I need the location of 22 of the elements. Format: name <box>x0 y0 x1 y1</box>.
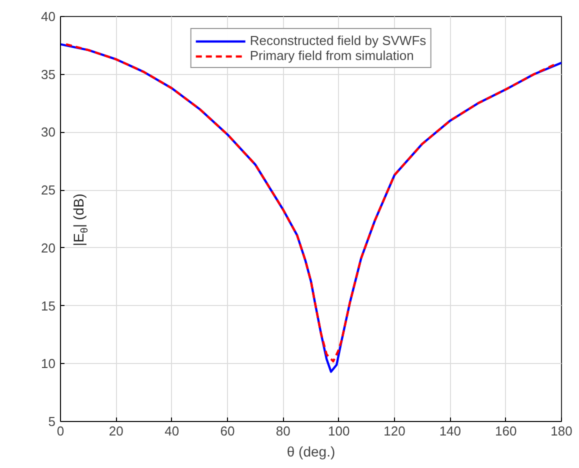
y-tick-label: 15 <box>41 298 56 314</box>
x-tick-label: 0 <box>56 424 64 438</box>
x-axis-title: θ (deg.) <box>286 444 336 460</box>
y-tick-label: 20 <box>41 240 56 256</box>
legend-label: Primary field from simulation <box>250 48 414 63</box>
x-tick-label: 120 <box>384 424 406 438</box>
x-tick-label: 20 <box>108 424 124 438</box>
x-tick-label: 140 <box>439 424 462 438</box>
y-tick-label: 10 <box>41 356 56 372</box>
x-tick-label: 160 <box>494 424 517 438</box>
x-tick-label: 180 <box>550 424 572 438</box>
legend-label: Reconstructed field by SVWFs <box>250 33 426 48</box>
y-tick-label: 40 <box>41 9 56 24</box>
x-tick-label: 40 <box>164 424 180 438</box>
y-tick-label: 25 <box>41 182 56 198</box>
y-tick-label: 35 <box>41 66 56 82</box>
y-axis-title: |Eθ| (dB) <box>70 194 90 246</box>
y-tick-label: 30 <box>41 124 56 140</box>
x-tick-label: 60 <box>220 424 235 438</box>
y-tick-label: 5 <box>48 414 56 429</box>
x-tick-label: 80 <box>276 424 290 438</box>
x-tick-label: 100 <box>328 424 350 438</box>
